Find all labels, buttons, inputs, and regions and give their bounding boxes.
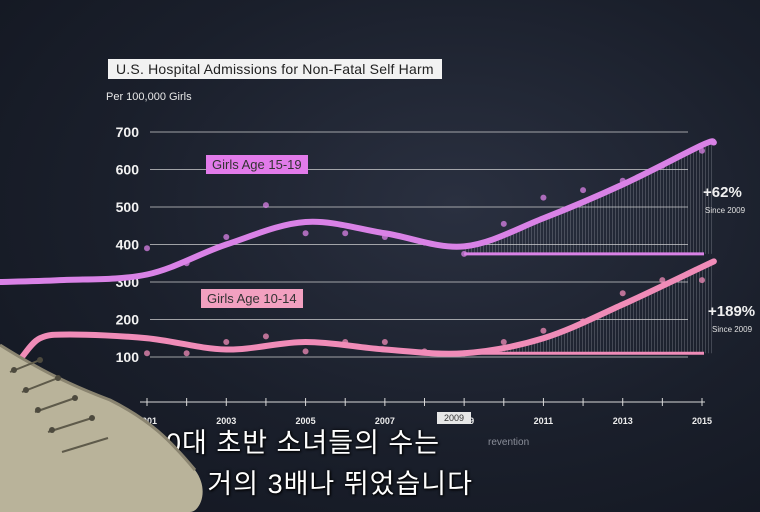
trend-line-0 [0, 138, 717, 285]
data-point-1-2012 [580, 318, 587, 325]
data-point-0-2006 [342, 230, 349, 237]
caption-line-1: 10대 초반 소녀들의 수는 [150, 428, 441, 458]
change-15-19: +62% [703, 184, 742, 201]
data-point-1-2008 [421, 348, 428, 355]
chart-title: U.S. Hospital Admissions for Non-Fatal S… [108, 59, 442, 79]
data-point-1-2004 [262, 333, 269, 340]
data-point-1-2007 [381, 339, 388, 345]
series-lines [0, 138, 717, 360]
data-point-0-2015 [699, 147, 705, 154]
data-point-0-2003 [223, 234, 230, 240]
data-point-0-2007 [381, 234, 388, 240]
since-15-19: Since 2009 [705, 206, 746, 215]
data-point-0-2001 [144, 245, 150, 252]
data-point-0-2010 [500, 220, 507, 227]
trend-line-1 [19, 258, 717, 360]
x-tick-label-2011: 2011 [534, 416, 554, 426]
data-point-0-2002 [183, 260, 190, 267]
data-point-1-2015 [699, 277, 705, 284]
highlighted-year-box: 2009 [437, 412, 471, 424]
data-point-1-2011 [540, 327, 547, 334]
caption-line-2: 189%로 거의 3배나 뛰었습니다 [100, 469, 473, 499]
data-point-0-2011 [540, 194, 547, 201]
x-tick-label-2003: 2003 [216, 416, 236, 426]
y-tick-label-200: 200 [116, 312, 140, 328]
source-text-faded: revention [488, 437, 530, 448]
data-point-0-2005 [302, 230, 309, 237]
data-point-1-2003 [223, 339, 230, 345]
x-tick-label-2005: 2005 [296, 416, 316, 426]
chart-subtitle: Per 100,000 Girls [106, 91, 192, 103]
change-10-14: +189% [708, 303, 756, 320]
data-point-0-2008 [421, 239, 428, 246]
x-tick-label-2015: 2015 [692, 416, 712, 426]
data-point-0-2012 [580, 187, 587, 194]
data-point-1-2005 [302, 348, 309, 355]
data-point-0-2013 [619, 177, 626, 184]
y-tick-label-400: 400 [116, 237, 140, 253]
y-tick-label-100: 100 [116, 349, 140, 365]
series-label-girls-10-14: Girls Age 10-14 [201, 289, 303, 308]
x-tick-label-2013: 2013 [613, 416, 633, 426]
data-point-1-2010 [500, 339, 507, 345]
data-point-1-2009 [461, 350, 468, 357]
growth-area-1 [464, 261, 714, 354]
y-tick-label-500: 500 [116, 199, 140, 215]
since-10-14: Since 2009 [712, 325, 753, 334]
data-point-0-2009 [461, 250, 468, 257]
data-point-1-2001 [144, 350, 150, 357]
data-point-0-2014 [659, 162, 666, 169]
x-tick-label-2007: 2007 [375, 416, 395, 426]
data-point-1-2006 [342, 339, 349, 345]
data-point-1-2002 [183, 350, 190, 357]
data-point-1-2013 [619, 290, 626, 297]
series-label-girls-15-19: Girls Age 15-19 [206, 155, 308, 174]
data-point-1-2014 [659, 277, 666, 284]
y-tick-label-600: 600 [116, 162, 140, 178]
y-tick-label-700: 700 [116, 124, 140, 140]
data-point-0-2004 [262, 202, 269, 209]
